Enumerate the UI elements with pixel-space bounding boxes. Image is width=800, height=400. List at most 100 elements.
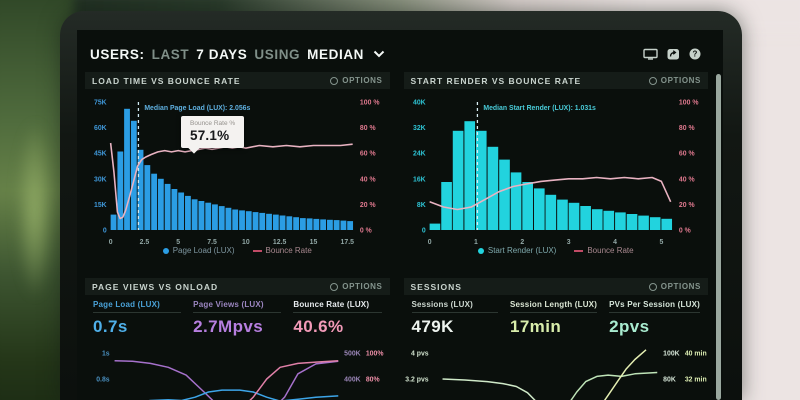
legend-dot-icon [162, 247, 169, 254]
svg-text:5: 5 [176, 239, 180, 246]
header-title-segment: MEDIAN [307, 46, 365, 62]
legend-item[interactable]: Bounce Rate [574, 246, 634, 255]
panel-start-render: START RENDER VS BOUNCE RATE OPTIONS 40K 3… [403, 72, 709, 268]
header-title: USERS: LAST 7 DAYS USING MEDIAN [90, 47, 371, 62]
metric: Page Views (LUX) 2.7Mpvs [193, 300, 282, 337]
svg-text:0: 0 [427, 239, 431, 246]
svg-text:0.8s: 0.8s [96, 376, 110, 383]
tooltip-value: 57.1% [190, 128, 230, 144]
metric: PVs Per Session (LUX) 2pvs [609, 300, 700, 337]
svg-text:75K: 75K [94, 99, 107, 106]
svg-text:40 min: 40 min [684, 350, 706, 357]
options-button[interactable]: OPTIONS [330, 76, 382, 85]
svg-text:80%: 80% [366, 376, 380, 383]
background-leaf-highlight [16, 120, 54, 300]
svg-text:16K: 16K [413, 176, 426, 183]
chevron-down-icon [373, 45, 385, 63]
svg-text:4: 4 [613, 239, 617, 246]
dashboard-screen: USERS: LAST 7 DAYS USING MEDIAN ? [77, 30, 723, 400]
series-line-sessions [569, 371, 657, 400]
svg-text:1s: 1s [102, 350, 110, 357]
users-range-dropdown[interactable]: USERS: LAST 7 DAYS USING MEDIAN [90, 45, 385, 63]
svg-text:15K: 15K [94, 202, 107, 209]
panel-header: PAGE VIEWS VS ONLOAD OPTIONS [85, 278, 390, 295]
svg-text:17.5: 17.5 [341, 239, 355, 246]
svg-text:20 %: 20 % [678, 202, 694, 209]
options-button[interactable]: OPTIONS [330, 282, 382, 291]
series-line-page-views-lux- [114, 360, 339, 400]
options-label: OPTIONS [660, 76, 701, 85]
help-icon[interactable]: ? [689, 48, 701, 60]
gear-icon [648, 282, 657, 291]
svg-text:15: 15 [310, 239, 318, 246]
svg-text:1: 1 [474, 239, 478, 246]
display-icon[interactable] [643, 48, 658, 60]
svg-text:12.5: 12.5 [273, 239, 287, 246]
svg-text:20 %: 20 % [360, 202, 376, 209]
gear-icon [330, 76, 339, 85]
legend-label: Start Render (LUX) [487, 246, 557, 255]
header-title-segment: LAST [151, 46, 190, 62]
legend-dash-icon [252, 249, 262, 252]
options-button[interactable]: OPTIONS [648, 282, 701, 291]
options-label: OPTIONS [660, 282, 701, 291]
metric-label: Bounce Rate (LUX) [293, 300, 382, 313]
panel-header: LOAD TIME VS BOUNCE RATE OPTIONS [85, 72, 390, 89]
metric-value: 2pvs [609, 317, 650, 336]
svg-text:7.5: 7.5 [207, 239, 217, 246]
options-label: OPTIONS [342, 76, 383, 85]
share-icon[interactable] [667, 48, 680, 60]
metrics-row: Page Load (LUX) 0.7s Page Views (LUX) 2.7Mp… [85, 295, 390, 339]
panel-page-views: PAGE VIEWS VS ONLOAD OPTIONS Page Load (… [85, 278, 390, 400]
metric-value: 2.7Mpvs [193, 317, 264, 336]
svg-text:80K: 80K [663, 376, 676, 383]
svg-text:80 %: 80 % [678, 125, 694, 132]
laptop-bezel: USERS: LAST 7 DAYS USING MEDIAN ? [60, 11, 742, 400]
gear-icon [648, 76, 657, 85]
legend-label: Bounce Rate [587, 246, 634, 255]
panel-title: START RENDER VS BOUNCE RATE [410, 75, 582, 86]
gear-icon [330, 282, 339, 291]
svg-text:100 %: 100 % [360, 99, 380, 106]
header-title-segment: 7 DAYS [196, 46, 248, 62]
svg-text:40K: 40K [413, 99, 426, 106]
svg-text:2: 2 [520, 239, 524, 246]
svg-text:?: ? [693, 50, 698, 59]
series-line-bounce-rate-lux- [249, 360, 339, 400]
svg-text:60 %: 60 % [678, 151, 694, 158]
metric-value: 479K [411, 317, 454, 336]
panel-title: LOAD TIME VS BOUNCE RATE [92, 75, 241, 86]
metric: Sessions (LUX) 479K [411, 300, 498, 337]
series-line-session-length [603, 349, 647, 400]
bounce-rate-tooltip: Bounce Rate % 57.1% [181, 116, 245, 149]
svg-text:8K: 8K [416, 202, 425, 209]
start-render-chart: 40K 32K 24K 16K 8K 0 100 % 80 % 60 % 40 % 20 % 0 % 0… [413, 99, 698, 246]
metric-value: 17min [509, 317, 562, 336]
svg-text:0: 0 [103, 227, 107, 234]
svg-text:60 %: 60 % [360, 151, 376, 158]
panel-sessions: SESSIONS OPTIONS Sessions (LUX) 479K Sessi… [403, 278, 708, 400]
panel-title: PAGE VIEWS VS ONLOAD [92, 281, 219, 292]
sessions-chart: 4 pvs 3.2 pvs 100K 40 min 80K 32 min [405, 349, 706, 400]
header-title-segment: USING [254, 46, 301, 62]
load-time-chart-area: 75K 60K 45K 30K 15K 0 100 % 80 % 60 % 40 % 20 % 0 %… [85, 92, 390, 255]
start-render-chart-area: 40K 32K 24K 16K 8K 0 100 % 80 % 60 % 40 % 20 % 0 % 0… [404, 92, 709, 255]
header-icons: ? [643, 48, 701, 60]
panel-grid: LOAD TIME VS BOUNCE RATE OPTIONS 75K 60K 4… [85, 72, 708, 400]
svg-text:60K: 60K [94, 125, 107, 132]
options-button[interactable]: OPTIONS [648, 76, 701, 85]
metric-value: 0.7s [93, 317, 128, 336]
legend-item[interactable]: Start Render (LUX) [477, 246, 557, 255]
metric-value: 40.6% [293, 317, 344, 336]
legend-label: Page Load (LUX) [172, 246, 235, 255]
legend-item[interactable]: Page Load (LUX) [162, 246, 235, 255]
chart-legend: Page Load (LUX) Bounce Rate [85, 246, 390, 255]
metric-label: Sessions (LUX) [411, 300, 498, 313]
bounce-rate-line [428, 176, 671, 211]
svg-text:500K: 500K [344, 350, 360, 357]
legend-item[interactable]: Bounce Rate [252, 246, 312, 255]
svg-text:400K: 400K [344, 376, 360, 383]
scrollbar[interactable] [716, 74, 721, 400]
svg-text:32 min: 32 min [684, 376, 706, 383]
metric-label: PVs Per Session (LUX) [609, 300, 700, 313]
